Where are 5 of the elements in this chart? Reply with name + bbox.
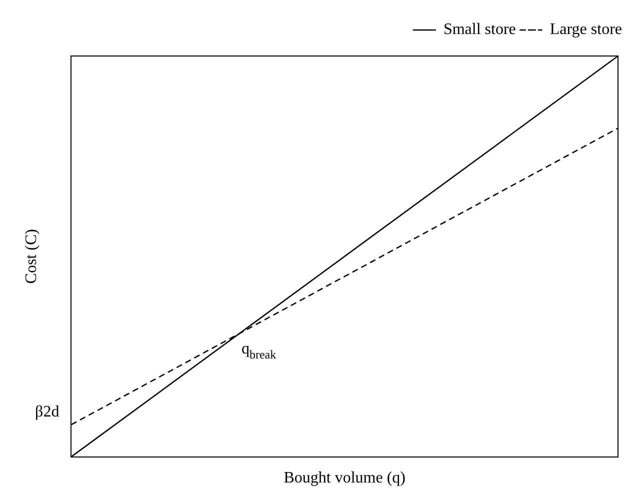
legend-label: Large store xyxy=(550,21,622,38)
annotation: β2d xyxy=(35,404,60,421)
legend-label: Small store xyxy=(443,21,516,38)
y-axis-title: Cost (C) xyxy=(22,229,40,284)
x-axis-title: Bought volume (q) xyxy=(284,470,406,487)
